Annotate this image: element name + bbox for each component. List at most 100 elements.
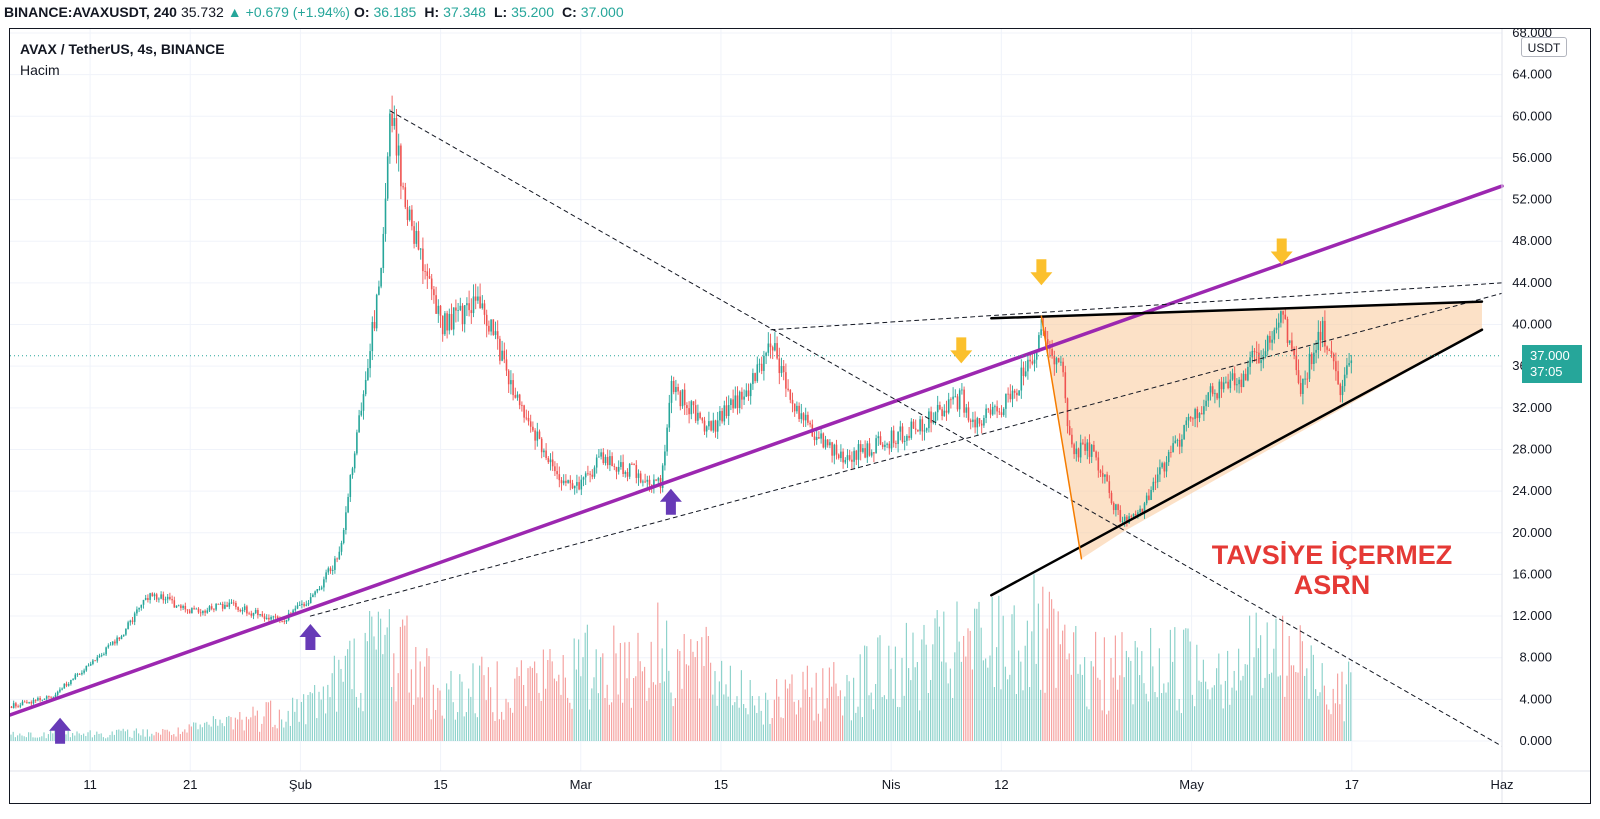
candle-body	[888, 443, 891, 449]
symbol-label[interactable]: BINANCE:AVAXUSDT, 240	[4, 4, 177, 20]
volume-bar	[943, 611, 945, 741]
volume-bar	[1161, 693, 1163, 741]
candle-body	[954, 396, 957, 398]
candle-body	[426, 271, 429, 277]
candle-body	[1031, 361, 1034, 364]
candle-body	[534, 430, 536, 441]
price-tick-label: 16.000	[1512, 566, 1552, 581]
volume-bar	[1244, 664, 1246, 741]
volume-bar	[569, 702, 571, 741]
volume-bar	[1282, 615, 1284, 741]
volume-bar	[470, 696, 472, 741]
candle-body	[1271, 339, 1273, 343]
price-tick-label: 60.000	[1512, 108, 1552, 123]
candle-body	[1090, 444, 1093, 457]
volume-bar	[160, 734, 162, 741]
currency-button[interactable]: USDT	[1521, 37, 1567, 57]
volume-bar	[206, 721, 208, 741]
volume-bar	[617, 694, 619, 741]
trendlines[interactable]	[10, 110, 1504, 747]
volume-indicator-label[interactable]: Hacim	[20, 62, 60, 78]
volume-bar	[707, 636, 709, 741]
candle-body	[296, 605, 299, 609]
candle-body	[21, 701, 24, 706]
volume-bar	[905, 622, 907, 741]
volume-bar	[850, 720, 852, 741]
candle-body	[195, 608, 198, 610]
volume-bar	[613, 625, 615, 741]
candle-body	[631, 463, 633, 465]
volume-bar	[967, 628, 969, 741]
volume-bar	[974, 608, 976, 741]
candle-body	[851, 459, 853, 462]
volume-bar	[710, 662, 712, 741]
volume-bar	[316, 718, 318, 741]
candle-body	[285, 619, 288, 622]
candle-body	[1099, 470, 1102, 473]
volume-bar	[1341, 671, 1343, 741]
chart-frame[interactable]: 0.000 4.000 8.000 12.000 16.000 20.000 24.000 2…	[9, 28, 1591, 804]
volume-bar	[657, 602, 659, 741]
volume-bar	[1295, 671, 1297, 741]
volume-bar	[391, 687, 393, 741]
volume-bar	[1042, 586, 1044, 741]
time-tick-label: 15	[433, 777, 447, 792]
volume-bar	[98, 733, 100, 741]
trendline-3	[390, 110, 1503, 747]
candle-body	[1187, 416, 1190, 421]
time-axis[interactable]: 11 21 Şub 15 Mar 15 Nis 12 May 17 Haz	[83, 777, 1513, 792]
volume-bar	[1075, 625, 1077, 741]
candle-body	[1093, 444, 1095, 452]
candle-body	[1291, 340, 1293, 349]
candle-body	[996, 406, 998, 412]
candle-body	[846, 455, 849, 460]
candle-body	[633, 464, 635, 466]
candle-body	[983, 417, 985, 426]
candle-body	[219, 603, 222, 605]
candle-body	[221, 603, 224, 609]
candle-body	[646, 479, 649, 482]
volume-bar	[800, 707, 802, 741]
volume-bar	[1090, 661, 1092, 741]
candle-body	[855, 450, 858, 460]
candle-body	[1233, 373, 1236, 386]
volume-bar	[83, 733, 85, 741]
candle-body	[1200, 413, 1203, 415]
volume-bar	[1310, 645, 1312, 741]
volume-bar	[1198, 680, 1200, 741]
price-axis[interactable]: 0.000 4.000 8.000 12.000 16.000 20.000 24.000 2…	[1512, 29, 1552, 748]
candle-body	[1016, 392, 1018, 396]
candle-body	[963, 389, 965, 413]
candle-body	[274, 616, 277, 618]
candle-body	[921, 419, 924, 432]
volume-bar	[197, 729, 199, 741]
volume-bar	[892, 698, 894, 741]
volume-bar	[802, 671, 804, 741]
volume-bar	[487, 667, 489, 741]
candle-body	[835, 444, 838, 455]
candle-body	[125, 628, 127, 635]
trendline-4	[770, 282, 1503, 331]
volume-bar	[171, 735, 173, 741]
volume-bar	[94, 734, 96, 741]
price-chart[interactable]: 0.000 4.000 8.000 12.000 16.000 20.000 24.000 2…	[10, 29, 1591, 804]
volume-bar	[824, 708, 826, 741]
price-tick-label: 48.000	[1512, 233, 1552, 248]
candle-body	[177, 605, 180, 607]
candle-body	[1284, 314, 1287, 320]
volume-bar	[1238, 648, 1240, 741]
price-tick-label: 52.000	[1512, 192, 1552, 207]
candle-body	[1119, 510, 1122, 522]
bar-countdown: 37:05	[1530, 364, 1563, 379]
candle-body	[215, 603, 217, 610]
legend-title[interactable]: AVAX / TetherUS, 4s, BINANCE	[20, 41, 225, 57]
volume-bar	[947, 683, 949, 741]
candle-body	[63, 683, 66, 689]
volume-bar	[1334, 703, 1336, 741]
volume-bar	[1275, 618, 1277, 741]
volume-bar	[223, 726, 225, 741]
candle-body	[1288, 340, 1291, 343]
volume-bar	[1297, 672, 1299, 741]
candle-body	[492, 319, 495, 335]
volume-bar	[527, 668, 529, 741]
